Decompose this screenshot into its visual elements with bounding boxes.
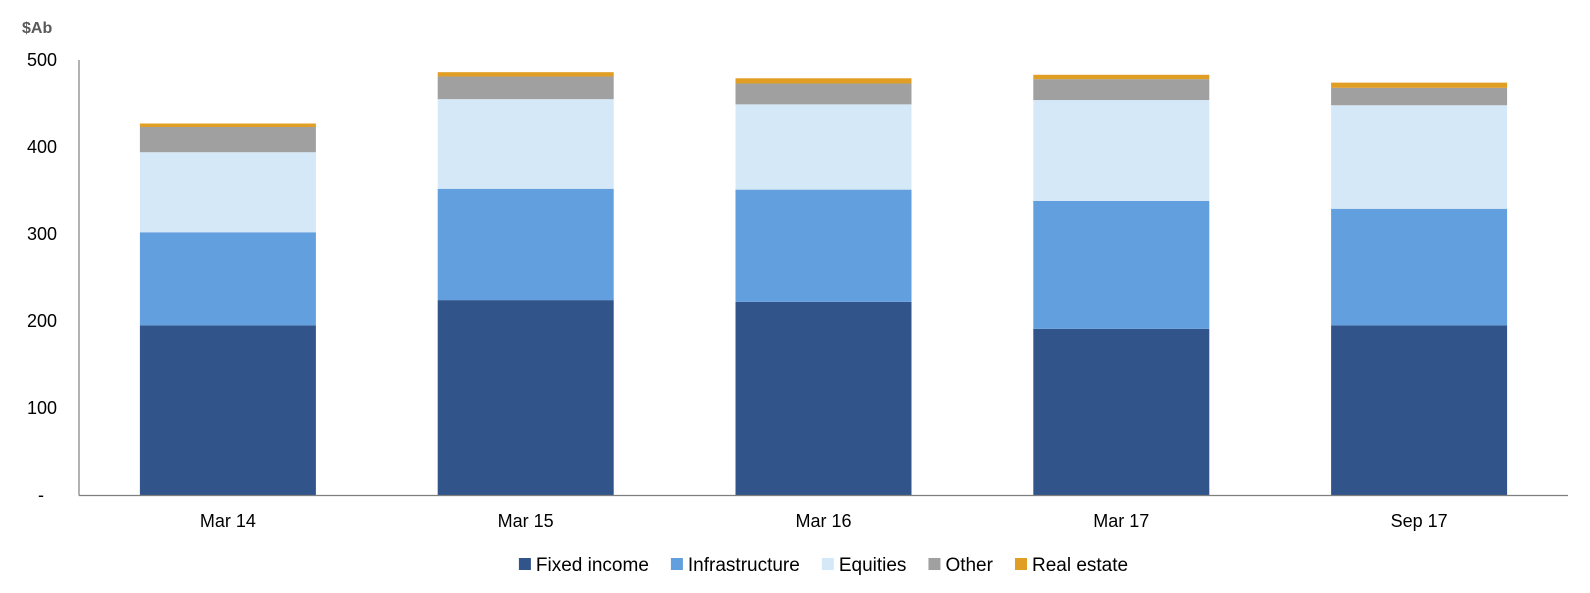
bar-sep-17-infrastructure [1331, 208, 1508, 326]
bar-mar-14-fixed-income [139, 325, 316, 495]
legend-label-infrastructure: Infrastructure [688, 555, 800, 576]
legend-item-infrastructure: Infrastructure [670, 555, 800, 576]
bar-mar-14-real-estate [139, 123, 316, 127]
bar-mar-16-infrastructure [735, 189, 912, 302]
y-tick-label-300: 300 [27, 224, 57, 244]
legend-item-real-estate: Real estate [1014, 555, 1128, 576]
legend-label-equities: Equities [839, 555, 907, 576]
bar-sep-17-fixed-income [1331, 325, 1508, 495]
bar-sep-17-real-estate [1331, 82, 1508, 88]
axes-layer: Mar 14 Mar 15 Mar 16 Mar 17 Sep 17 - 100 200 300… [27, 50, 1568, 531]
legend-item-fixed-income: Fixed income [518, 555, 649, 576]
legend-item-equities: Equities [821, 555, 907, 576]
bar-mar-17-infrastructure [1033, 200, 1210, 329]
y-tick-label-200: 200 [27, 311, 57, 331]
x-tick-label-sep-17: Sep 17 [1391, 511, 1448, 531]
legend-label-real-estate: Real estate [1032, 555, 1128, 576]
y-tick-label-500: 500 [27, 50, 57, 70]
y-tick-label-400: 400 [27, 137, 57, 157]
bar-mar-15-real-estate [437, 72, 614, 77]
bar-mar-14-other [139, 126, 316, 153]
bar-mar-16-real-estate [735, 78, 912, 84]
y-tick-label-0: - [38, 485, 44, 505]
legend-item-other: Other [928, 555, 994, 576]
legend-swatch-real-estate [1014, 558, 1027, 570]
legend: Fixed income Infrastructure Equities Other R… [518, 555, 1128, 576]
legend-swatch-infrastructure [670, 558, 683, 570]
bar-mar-14-infrastructure [139, 232, 316, 326]
bar-mar-17-other [1033, 79, 1210, 101]
y-axis-unit-label: $Ab [22, 20, 52, 37]
bar-mar-16-equities [735, 104, 912, 190]
bars-layer [139, 72, 1508, 495]
bar-mar-15-fixed-income [437, 300, 614, 495]
bar-mar-17-real-estate [1033, 74, 1210, 80]
x-tick-label-mar-16: Mar 16 [795, 511, 851, 531]
legend-label-other: Other [945, 555, 993, 576]
bar-mar-15-other [437, 76, 614, 100]
bar-mar-14-equities [139, 152, 316, 233]
y-tick-label-100: 100 [27, 398, 57, 418]
bar-mar-15-infrastructure [437, 188, 614, 301]
x-tick-label-mar-17: Mar 17 [1093, 511, 1149, 531]
legend-label-fixed-income: Fixed income [536, 555, 649, 576]
bar-mar-17-equities [1033, 100, 1210, 201]
legend-swatch-other [928, 558, 941, 570]
bar-mar-15-equities [437, 99, 614, 189]
bar-sep-17-other [1331, 87, 1508, 106]
legend-swatch-equities [821, 558, 834, 570]
x-tick-label-mar-14: Mar 14 [200, 511, 256, 531]
bar-mar-16-fixed-income [735, 301, 912, 495]
legend-swatch-fixed-income [518, 558, 531, 570]
bar-mar-16-other [735, 83, 912, 105]
bar-sep-17-equities [1331, 105, 1508, 209]
bar-mar-17-fixed-income [1033, 328, 1210, 495]
x-tick-label-mar-15: Mar 15 [498, 511, 554, 531]
